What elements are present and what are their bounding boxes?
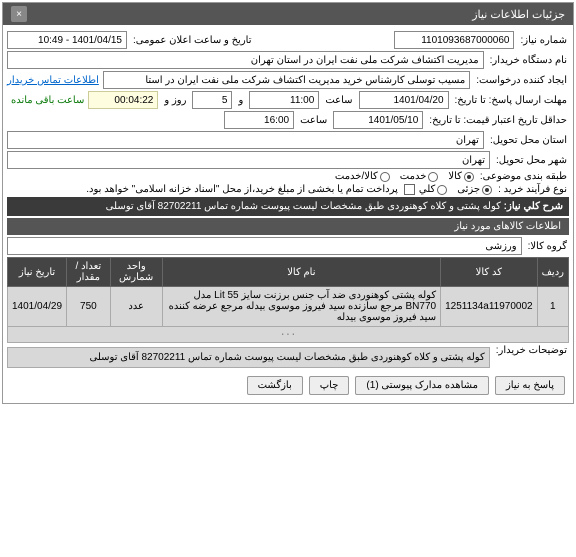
buyer-label: نام دستگاه خریدار: — [488, 55, 569, 66]
days-field: 5 — [192, 91, 232, 109]
contact-link[interactable]: اطلاعات تماس خریدار — [7, 75, 99, 86]
valid-label: حداقل تاریخ اعتبار قیمت: تا تاریخ: — [427, 115, 569, 126]
process-partial-radio[interactable]: جزئی — [457, 184, 492, 195]
class-both-label: کالا/خدمت — [335, 171, 378, 182]
cell-qty: 750 — [67, 287, 111, 327]
radio-icon — [464, 172, 474, 182]
col-date: تاریخ نیاز — [8, 258, 67, 287]
col-qty: تعداد / مقدار — [67, 258, 111, 287]
main-panel: جزئیات اطلاعات نیاز × شماره نیاز: 110109… — [2, 2, 574, 404]
day-label: روز و — [162, 95, 188, 106]
process-partial-label: جزئی — [457, 184, 480, 195]
process-label: نوع فرآیند خرید : — [496, 184, 569, 195]
province-field: تهران — [7, 131, 484, 149]
creator-label: ایجاد کننده درخواست: — [474, 75, 569, 86]
print-button[interactable]: چاپ — [309, 376, 350, 395]
dots-cell[interactable]: ۰۰۰ — [8, 327, 569, 343]
buyer-field: مدیریت اکتشاف شرکت ملی نفت ایران در استا… — [7, 51, 484, 69]
col-code: کد کالا — [441, 258, 538, 287]
close-icon[interactable]: × — [11, 6, 27, 22]
panel-body: شماره نیاز: 1101093687000060 تاریخ و ساع… — [3, 25, 573, 403]
goods-table: ردیف کد کالا نام کالا واحد شمارش تعداد /… — [7, 257, 569, 343]
group-label: گروه کالا: — [526, 241, 569, 252]
reply-date-field: 1401/04/20 — [359, 91, 449, 109]
col-name: نام کالا — [162, 258, 440, 287]
treasury-checkbox[interactable] — [404, 184, 415, 195]
class-radio-group: کالا خدمت کالا/خدمت — [335, 171, 474, 182]
summary-label: شرح کلي نیاز: — [504, 201, 563, 212]
process-full-label: کلي — [419, 184, 435, 195]
city-label: شهر محل تحویل: — [494, 155, 569, 166]
remain-label: ساعت باقی مانده — [11, 95, 84, 106]
desc-box: کوله پشتی و کلاه کوهنوردی طبق مشخصات لیس… — [7, 347, 490, 368]
need-no-field: 1101093687000060 — [394, 31, 514, 49]
cell-unit: عدد — [110, 287, 162, 327]
summary-text: کوله پشتی و کلاه کوهنوردی طبق مشخصات لیس… — [106, 201, 501, 212]
back-button[interactable]: بازگشت — [247, 376, 303, 395]
table-dots-row: ۰۰۰ — [8, 327, 569, 343]
cell-name: کوله پشتی کوهنوردی ضد آب جنس برزنت سایز … — [162, 287, 440, 327]
province-label: استان محل تحویل: — [488, 135, 569, 146]
valid-date-field: 1401/05/10 — [333, 111, 423, 129]
reply-time-field: 11:00 — [249, 91, 319, 109]
process-full-radio[interactable]: کلي — [419, 184, 447, 195]
time-label-2: ساعت — [298, 115, 329, 126]
reply-deadline-label: مهلت ارسال پاسخ: تا تاریخ: — [453, 95, 569, 106]
desc-label: توضیحات خریدار: — [494, 345, 569, 356]
radio-icon — [380, 172, 390, 182]
reply-button[interactable]: پاسخ به نیاز — [495, 376, 565, 395]
col-unit: واحد شمارش — [110, 258, 162, 287]
cell-date: 1401/04/29 — [8, 287, 67, 327]
radio-icon — [437, 185, 447, 195]
process-radio-group: جزئی کلي — [419, 184, 492, 195]
time-label-1: ساعت — [323, 95, 354, 106]
announce-field: 1401/04/15 - 10:49 — [7, 31, 127, 49]
radio-icon — [428, 172, 438, 182]
class-service-radio[interactable]: خدمت — [400, 171, 439, 182]
button-row: پاسخ به نیاز مشاهده مدارک پیوستی (1) چاپ… — [7, 372, 569, 399]
and-label: و — [236, 95, 245, 106]
city-field: تهران — [7, 151, 490, 169]
valid-time-field: 16:00 — [224, 111, 294, 129]
creator-field: مسیب توسلی کارشناس خرید مدیریت اکتشاف شر… — [103, 71, 470, 89]
cell-idx: 1 — [537, 287, 568, 327]
announce-label: تاریخ و ساعت اعلان عمومی: — [131, 35, 254, 46]
need-no-label: شماره نیاز: — [518, 35, 569, 46]
panel-title: جزئیات اطلاعات نیاز — [472, 8, 565, 21]
radio-icon — [482, 185, 492, 195]
panel-header: جزئیات اطلاعات نیاز × — [3, 3, 573, 25]
attach-button[interactable]: مشاهده مدارک پیوستی (1) — [355, 376, 489, 395]
goods-header: اطلاعات کالاهای مورد نیاز — [7, 218, 569, 235]
table-header-row: ردیف کد کالا نام کالا واحد شمارش تعداد /… — [8, 258, 569, 287]
summary-row: شرح کلي نیاز: کوله پشتی و کلاه کوهنوردی … — [7, 197, 569, 216]
class-label: طبقه بندی موضوعی: — [478, 171, 569, 182]
process-note: پرداخت تمام یا بخشی از مبلغ خرید،از محل … — [84, 184, 400, 195]
class-service-label: خدمت — [400, 171, 427, 182]
group-field: ورزشی — [7, 237, 522, 255]
class-good-label: کالا — [448, 171, 462, 182]
countdown-field: 00:04:22 — [88, 91, 158, 109]
table-row: 1 1251134a11970002 کوله پشتی کوهنوردی ضد… — [8, 287, 569, 327]
cell-code: 1251134a11970002 — [441, 287, 538, 327]
col-idx: ردیف — [537, 258, 568, 287]
class-good-radio[interactable]: کالا — [448, 171, 474, 182]
class-both-radio[interactable]: کالا/خدمت — [335, 171, 390, 182]
